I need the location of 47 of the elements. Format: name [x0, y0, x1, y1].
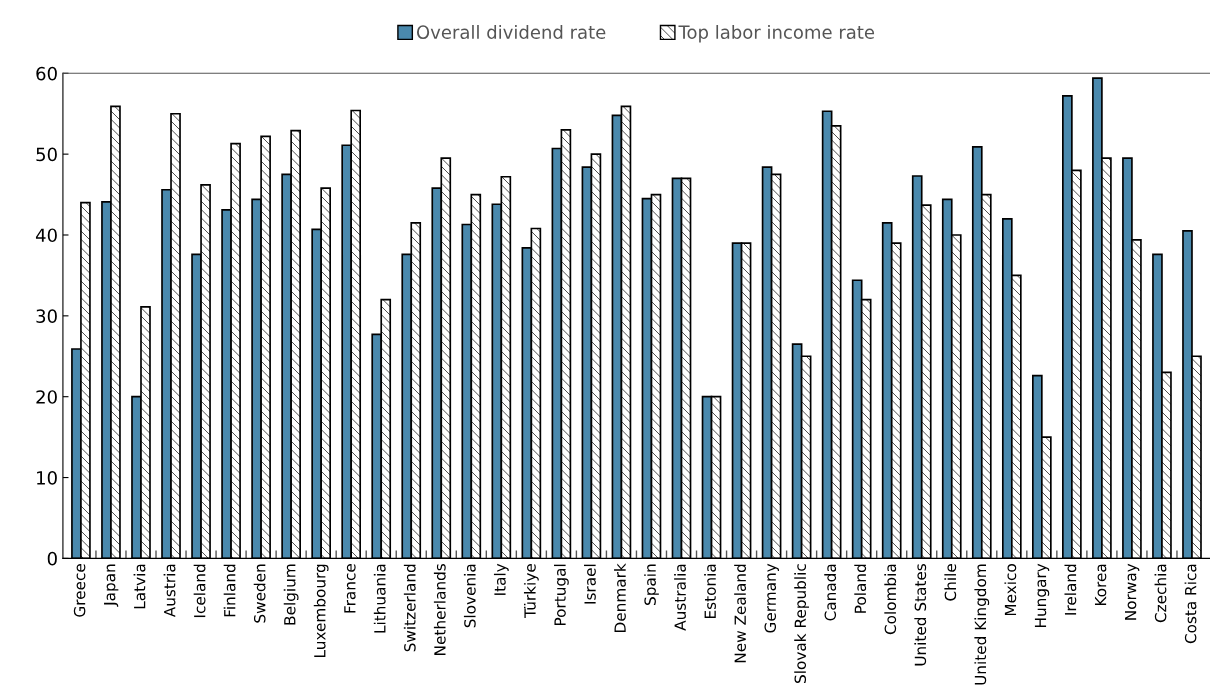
- x-tick-label: Greece: [73, 564, 86, 617]
- y-tick-label: 40: [35, 228, 57, 243]
- x-tick-label: Portugal: [554, 564, 569, 626]
- x-tick-label: Estonia: [704, 564, 716, 618]
- x-tick-label: Poland: [854, 564, 867, 613]
- x-tick-label: Chile: [944, 564, 957, 601]
- x-tick-label: Austria: [163, 564, 176, 618]
- x-tick-label: Switzerland: [403, 564, 416, 652]
- x-tick-label: Denmark: [614, 563, 626, 632]
- x-tick-label: Slovak Republic: [794, 564, 810, 683]
- x-tick-label: Sweden: [253, 564, 266, 623]
- x-tick-label: Finland: [223, 564, 236, 617]
- x-tick-label: Israel: [584, 564, 596, 604]
- legend-label: Top labor income rate: [678, 25, 875, 43]
- y-tick-label: 30: [36, 309, 57, 323]
- x-tick-label: Hungary: [1034, 563, 1050, 627]
- x-tick-label: Iceland: [193, 564, 206, 618]
- x-tick-label: Germany: [764, 563, 779, 633]
- x-tick-label: Costa Rica: [1184, 564, 1197, 644]
- y-tick-label: 20: [36, 390, 57, 404]
- legend-label: Overall dividend rate: [416, 25, 606, 39]
- x-tick-label: Japan: [104, 564, 119, 607]
- x-tick-label: Belgium: [283, 564, 299, 625]
- x-tick-label: United Kingdom: [974, 564, 990, 685]
- y-tick-label: 50: [36, 147, 57, 162]
- x-tick-label: Slovenia: [463, 564, 476, 628]
- x-tick-label: Ireland: [1064, 564, 1077, 615]
- x-tick-label: New Zealand: [734, 564, 746, 663]
- x-tick-label: Netherlands: [433, 564, 446, 655]
- x-tick-label: Türkiye: [523, 564, 539, 619]
- x-tick-label: Czechia: [1154, 564, 1167, 623]
- y-tick-label: 0: [47, 551, 57, 566]
- y-tick-label: 10: [37, 471, 57, 485]
- x-tick-label: Norway: [1125, 563, 1140, 620]
- x-tick-label: Latvia: [133, 564, 146, 609]
- x-tick-label: Luxembourg: [313, 564, 329, 657]
- x-tick-label: Mexico: [1004, 564, 1017, 616]
- x-tick-label: Korea: [1094, 564, 1107, 606]
- x-tick-label: United States: [914, 564, 927, 666]
- y-tick-label: 60: [36, 66, 57, 81]
- x-tick-label: Spain: [644, 564, 659, 605]
- x-tick-label: Colombia: [884, 564, 897, 635]
- x-tick-label: Australia: [674, 564, 686, 631]
- x-tick-label: Italy: [493, 563, 509, 595]
- x-tick-label: Lithuania: [373, 564, 386, 633]
- x-tick-label: France: [344, 564, 356, 613]
- x-tick-label: Canada: [824, 564, 837, 621]
